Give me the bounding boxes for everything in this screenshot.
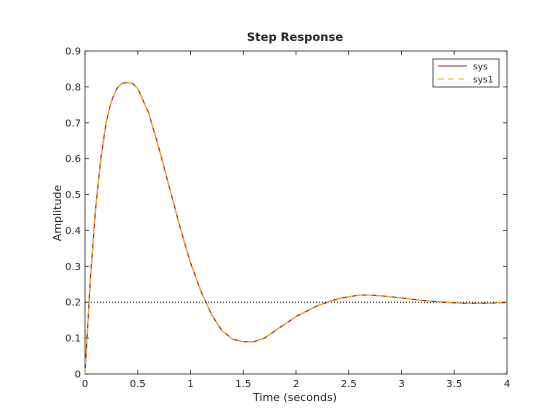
plot-area [84, 50, 508, 375]
x-tick-label: 2.5 [341, 379, 357, 390]
y-tick-label: 0.4 [65, 226, 81, 237]
x-tick-label: 2 [293, 379, 299, 390]
y-tick-label: 0.3 [65, 262, 81, 273]
legend-label-sys1: sys1 [473, 76, 493, 86]
x-axis-label: Time (seconds) [252, 391, 337, 404]
legend-label-sys: sys [473, 63, 488, 73]
series-lines [84, 81, 508, 375]
y-tick-label: 0.7 [65, 118, 81, 129]
series-line-sys1 [84, 81, 508, 375]
y-axis-label: Amplitude [51, 185, 64, 242]
y-tick-label: 0.2 [65, 298, 81, 309]
legend-box [432, 58, 500, 88]
y-axis-ticks: 0 0.1 0.2 0.3 0.4 0.5 0.6 0.7 0.8 0.9 [65, 47, 507, 381]
x-tick-label: 1.5 [235, 379, 251, 390]
x-tick-label: 3 [398, 379, 404, 390]
y-tick-label: 0.6 [65, 154, 81, 165]
x-tick-label: 1 [187, 379, 193, 390]
x-axis-ticks: 0 0.5 1 1.5 2 2.5 3 3.5 4 [82, 51, 510, 390]
x-tick-label: 0.5 [130, 379, 146, 390]
y-tick-label: 0.9 [65, 47, 81, 58]
y-tick-label: 0.5 [65, 190, 81, 201]
y-tick-label: 0.1 [65, 334, 81, 345]
x-tick-label: 4 [504, 379, 510, 390]
y-tick-label: 0 [75, 370, 81, 381]
x-tick-label: 0 [82, 379, 88, 390]
y-tick-label: 0.8 [65, 82, 81, 93]
chart-title: Step Response [247, 30, 343, 44]
legend: sys sys1 [432, 58, 500, 88]
x-tick-label: 3.5 [446, 379, 462, 390]
